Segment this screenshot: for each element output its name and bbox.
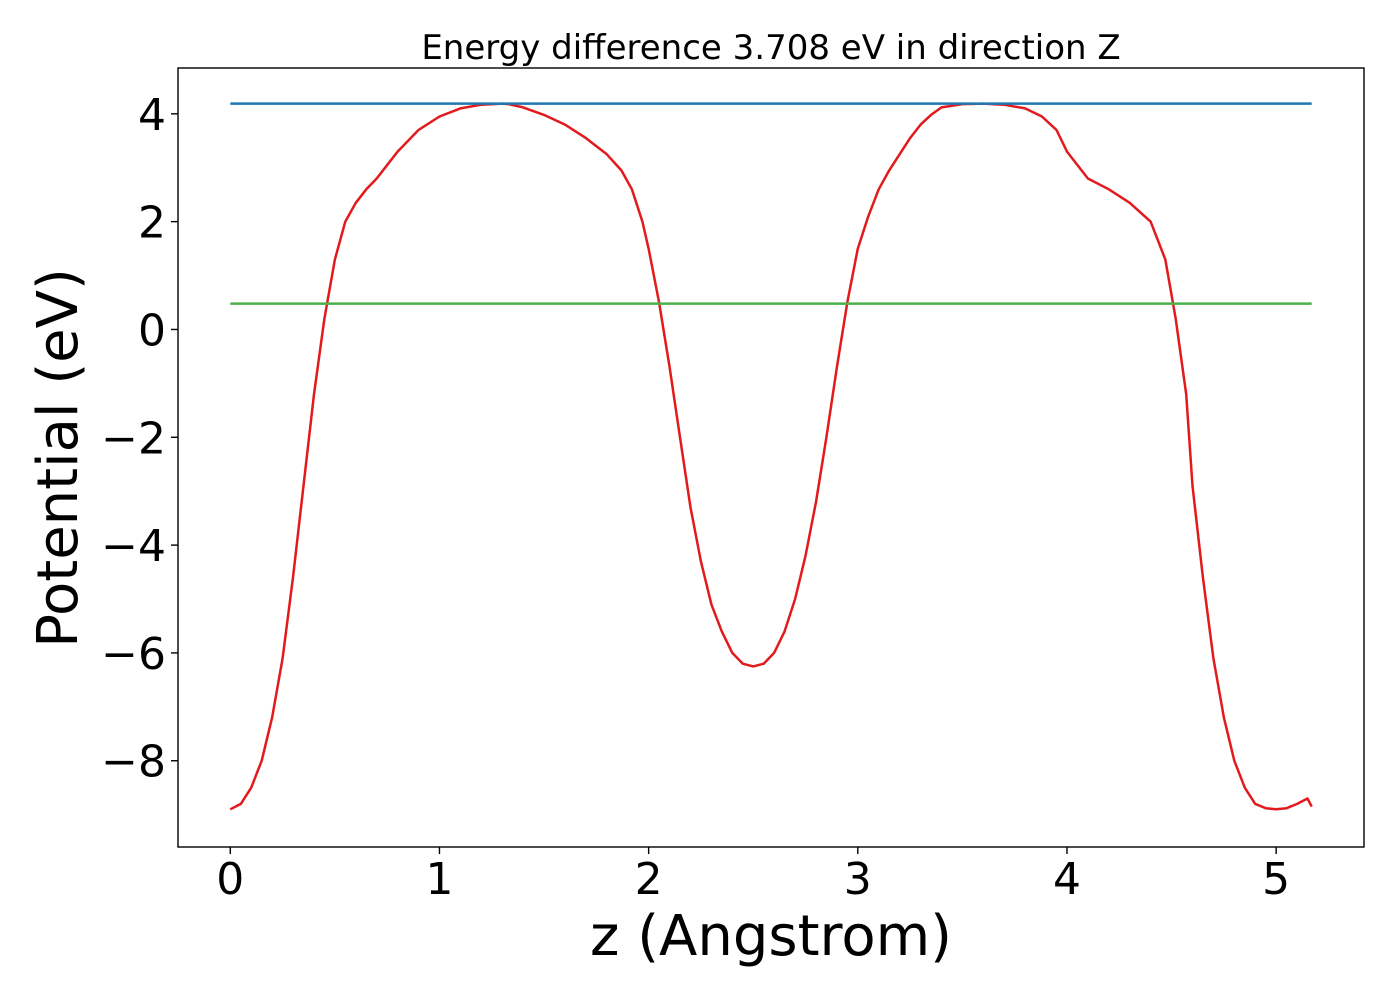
- x-axis-ticks: 0 1 2 3 4 5: [216, 847, 1290, 905]
- series-line-potential: [229, 102, 1313, 811]
- plot-frame: [177, 67, 1365, 848]
- x-tick-label: 4: [1053, 854, 1081, 905]
- y-tick-label: 4: [138, 90, 166, 141]
- y-tick-label: 2: [138, 198, 166, 249]
- x-tick-label: 3: [844, 854, 872, 905]
- plot-lines: [229, 102, 1313, 811]
- y-axis-label: Potential (eV): [26, 268, 91, 648]
- x-tick-label: 5: [1262, 854, 1290, 905]
- x-axis-label: z (Angstrom): [590, 904, 952, 969]
- y-tick-label: 0: [138, 305, 166, 356]
- y-tick-label: −6: [101, 629, 166, 680]
- x-tick-label: 2: [635, 854, 663, 905]
- y-tick-label: −8: [101, 737, 166, 788]
- x-tick-label: 1: [425, 854, 453, 905]
- chart-title: Energy difference 3.708 eV in direction …: [421, 28, 1120, 68]
- y-axis-ticks: −8 −6 −4 −2 0 2 4: [101, 90, 178, 788]
- x-tick-label: 0: [216, 854, 244, 905]
- y-tick-label: −2: [101, 413, 166, 464]
- y-tick-label: −4: [101, 521, 166, 572]
